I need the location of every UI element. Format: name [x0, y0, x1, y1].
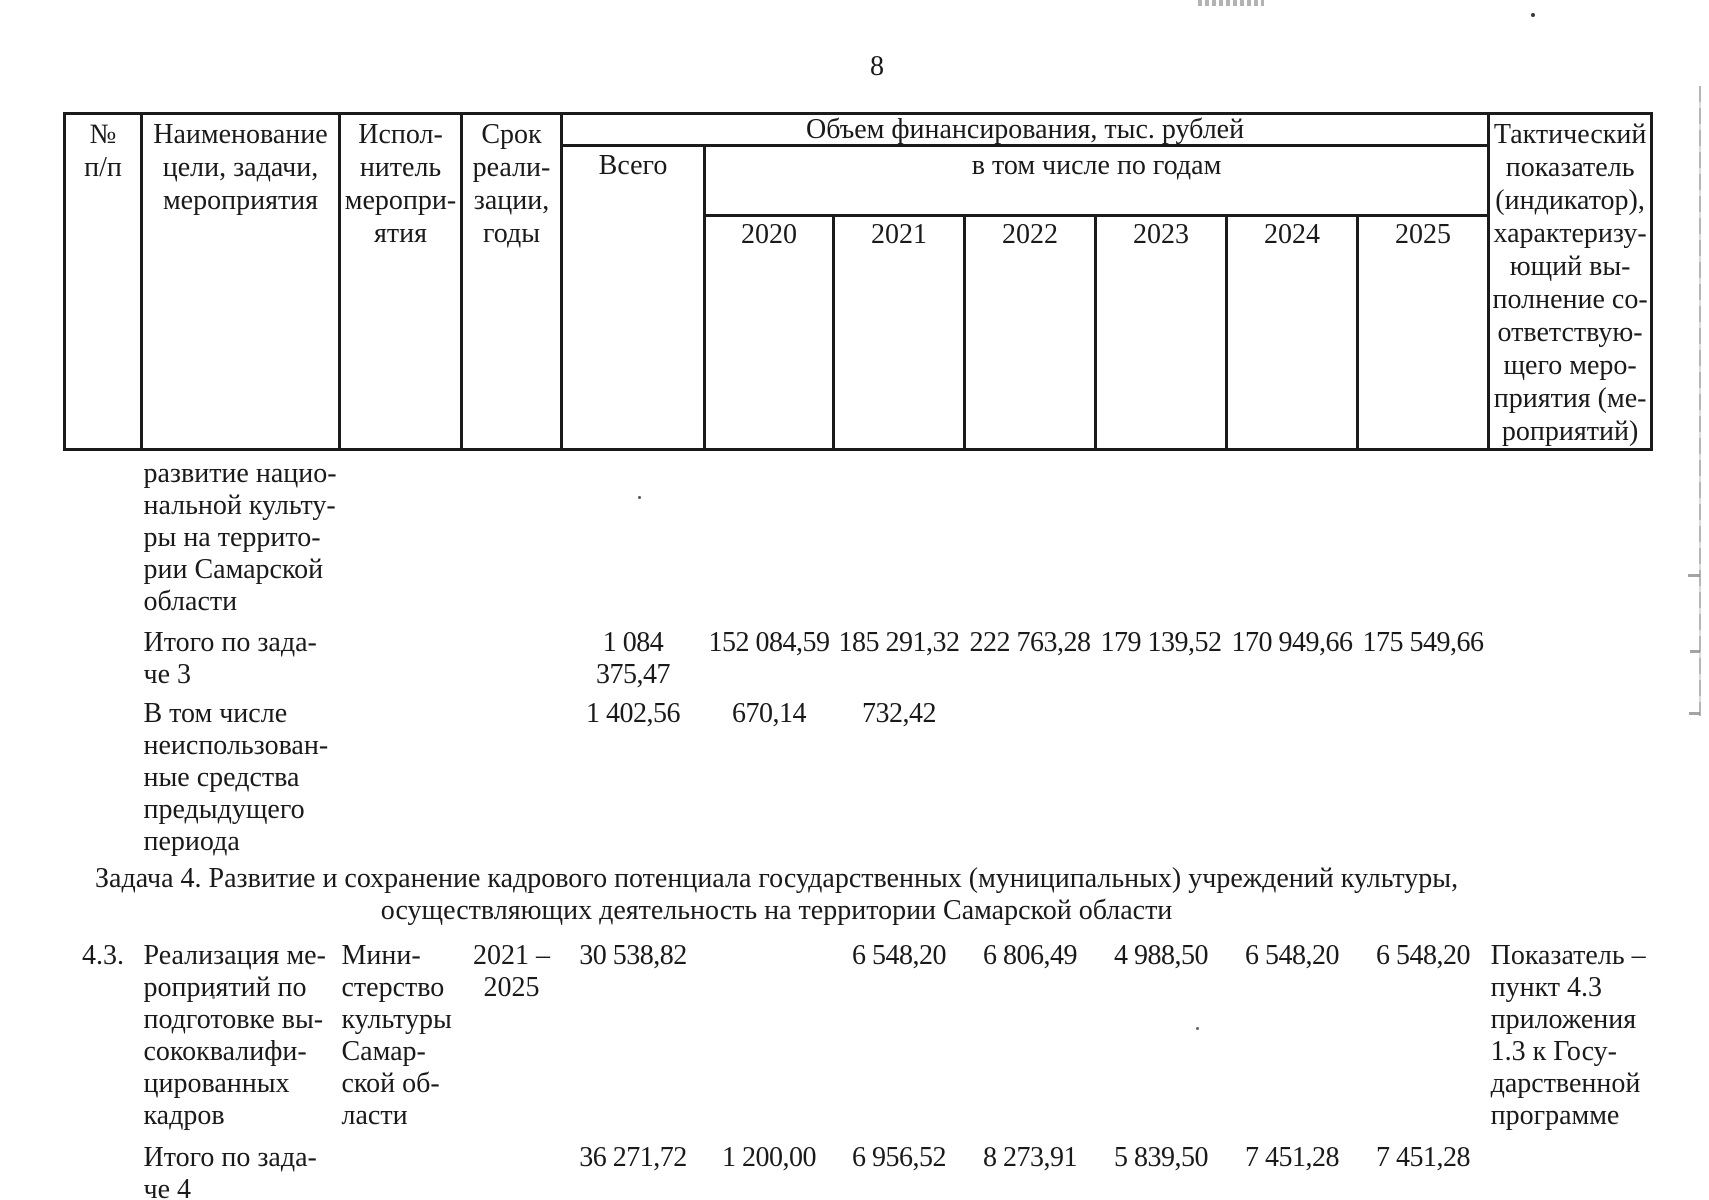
scan-edge-artifact: [1699, 86, 1701, 716]
cell-total: 30 538,82: [579, 940, 687, 971]
cell-total: 36 271,72: [579, 1142, 687, 1173]
col-header-executor: Испол- нитель меропри- ятия: [338, 112, 463, 451]
cell-year-2021: 185 291,32: [838, 627, 961, 658]
cell-year-2025: 6 548,20: [1376, 940, 1471, 971]
cell-year-2022: 222 763,28: [969, 627, 1092, 658]
table-body: развитие нацио- нальной культу- ры на те…: [65, 450, 1652, 1200]
page-number: 8: [870, 51, 884, 82]
col-header-year-2021: 2021: [832, 214, 966, 451]
cell-empty: [1489, 858, 1652, 930]
cell-empty: [340, 450, 1652, 619]
cell-empty: [462, 618, 562, 691]
table-row-unused-funds: В том числе неиспользован- ные средства …: [65, 691, 1652, 858]
col-header-name: Наименование цели, задачи, мероприятия: [140, 112, 341, 451]
cell-name: развитие нацио- нальной культу- ры на те…: [143, 458, 337, 617]
financing-table: № п/п Наименование цели, задачи, меропри…: [63, 112, 1654, 1200]
cell-year-2022: 6 806,49: [983, 940, 1078, 971]
cell-term: 2021 – 2025: [473, 940, 550, 1003]
cell-name: Реализация ме- роприятий по подготовке в…: [143, 940, 326, 1131]
scan-speck: [1196, 1027, 1199, 1030]
cell-year-2023: 179 139,52: [1100, 627, 1223, 658]
cell-year-2025: 7 451,28: [1376, 1142, 1471, 1173]
cell-year-2021: 6 956,52: [852, 1142, 947, 1173]
scan-tick-mark: [1688, 574, 1700, 577]
col-header-year-2025: 2025: [1355, 214, 1491, 451]
cell-year-2024: 6 548,20: [1245, 940, 1340, 971]
table-row-task3-total: Итого по зада- че 3 1 084 375,47 152 084…: [65, 618, 1652, 691]
cell-total: 1 402,56: [586, 698, 681, 729]
cell-empty: [65, 450, 142, 619]
cell-year-2022: 8 273,91: [983, 1142, 1078, 1173]
col-header-financing: Объем финансирования, тыс. рублей: [559, 112, 1491, 147]
col-header-term: Срок реали- зации, годы: [460, 112, 563, 451]
cell-year-2020: 670,14: [732, 698, 807, 729]
cell-empty: [1489, 1132, 1652, 1200]
table-row-task4-title: Задача 4. Развитие и сохранение кадровог…: [65, 858, 1652, 930]
cell-empty: [340, 618, 462, 691]
cell-year-2023: 4 988,50: [1114, 940, 1209, 971]
col-header-indicator: Тактический показатель (индикатор), хара…: [1487, 112, 1654, 451]
cell-executor: Мини- стерство культуры Самар- ской об- …: [341, 940, 452, 1131]
cell-empty: [462, 1132, 562, 1200]
scan-speck: [638, 496, 641, 499]
cell-empty: [340, 691, 462, 858]
task4-title: Задача 4. Развитие и сохранение кадровог…: [95, 863, 1459, 926]
cell-empty: [65, 1132, 142, 1200]
table-row-continuation: развитие нацио- нальной культу- ры на те…: [65, 450, 1652, 619]
cell-empty: [65, 691, 142, 858]
scan-smudge: [1198, 0, 1264, 6]
cell-name: Итого по зада- че 4: [143, 1142, 317, 1200]
cell-empty: [965, 691, 1652, 858]
cell-no: 4.3.: [82, 940, 124, 971]
header-row-2: Всего в том числе по годам: [65, 144, 1652, 451]
scan-tick-mark: [1690, 650, 1700, 653]
cell-name: Итого по зада- че 3: [143, 627, 317, 690]
col-header-total: Всего: [560, 144, 706, 451]
cell-year-2024: 7 451,28: [1245, 1142, 1340, 1173]
col-header-year-2022: 2022: [963, 214, 1097, 451]
cell-year-2025: 175 549,66: [1362, 627, 1485, 658]
header-row-1: № п/п Наименование цели, задачи, меропри…: [63, 112, 1654, 451]
cell-year-2023: 5 839,50: [1114, 1142, 1209, 1173]
col-header-no: № п/п: [63, 112, 143, 451]
cell-indicator: Показатель – пункт 4.3 приложения 1.3 к …: [1490, 940, 1646, 1131]
scan-speck: [1531, 13, 1535, 17]
table-header: № п/п Наименование цели, задачи, меропри…: [63, 112, 1654, 451]
col-header-by-years: в том числе по годам: [702, 144, 1491, 217]
scan-tick-mark: [1689, 712, 1700, 715]
table-row-task4-total: Итого по зада- че 4 36 271,72 1 200,00 6…: [65, 1132, 1652, 1200]
cell-empty: [462, 691, 562, 858]
scan-speck: [212, 996, 215, 999]
cell-year-2021: 6 548,20: [852, 940, 947, 971]
col-header-year-2023: 2023: [1094, 214, 1228, 451]
cell-year-2020: 152 084,59: [708, 627, 831, 658]
col-header-year-2024: 2024: [1225, 214, 1359, 451]
cell-year-2020: [705, 930, 834, 1132]
header-row-years: 2020 2021 2022 2023 2024 2025: [65, 214, 1652, 451]
cell-year-2021: 732,42: [862, 698, 937, 729]
cell-empty: [340, 1132, 462, 1200]
col-header-year-2020: 2020: [703, 214, 835, 451]
cell-empty: [1489, 618, 1652, 691]
cell-empty: [65, 618, 142, 691]
cell-year-2024: 170 949,66: [1231, 627, 1354, 658]
cell-total: 1 084 375,47: [596, 627, 671, 690]
cell-name: В том числе неиспользован- ные средства …: [143, 698, 329, 857]
cell-year-2020: 1 200,00: [722, 1142, 817, 1173]
table-row-measure-4-3: 4.3. Реализация ме- роприятий по подгото…: [65, 930, 1652, 1132]
